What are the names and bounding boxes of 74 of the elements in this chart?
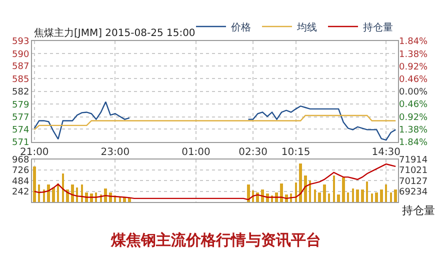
bar	[366, 181, 368, 202]
bar	[352, 188, 354, 202]
bar	[356, 189, 359, 202]
bar	[299, 163, 302, 202]
chart-title: 焦煤主力[JMM] 2015-08-25 15:00	[34, 27, 196, 39]
y2-tick-label: 0.46%	[399, 75, 428, 86]
y2-tick-label: 0.92%	[399, 112, 428, 123]
bar	[318, 192, 321, 202]
x-tick-label: 01:00	[182, 146, 210, 158]
y2-tick-label: 1.38%	[399, 50, 428, 60]
bar	[342, 177, 345, 202]
bar	[104, 188, 107, 202]
bar	[390, 192, 392, 202]
bar	[314, 189, 316, 202]
bar	[385, 184, 387, 202]
y2-axis-title: 持仓量	[402, 204, 435, 217]
bar	[57, 183, 59, 202]
y2-tick-label: 1.84%	[399, 37, 428, 48]
y2-tick-label: 0.46%	[399, 100, 428, 110]
line-series	[34, 114, 396, 130]
x-tick-label: 14:30	[372, 146, 401, 158]
text: 煤焦钢主流价格行情与资讯平台	[110, 231, 321, 249]
bar	[347, 192, 349, 202]
bar	[38, 184, 40, 202]
y2-tick-label: 71914	[399, 156, 428, 166]
y-tick-label: 587	[12, 62, 30, 72]
bar	[371, 193, 373, 202]
y-tick-label: 590	[12, 50, 30, 60]
bar	[47, 184, 50, 202]
legend-label: 均线	[296, 21, 317, 34]
bar	[43, 189, 45, 202]
bar	[52, 187, 55, 202]
y-tick-label: 571	[12, 138, 30, 148]
y-tick-label: 574	[12, 125, 30, 136]
bar	[361, 189, 364, 202]
x-tick-label: 02:30	[238, 146, 268, 158]
y2-tick-label: 1.84%	[399, 138, 428, 148]
y-tick-label: 582	[12, 88, 30, 98]
y2-tick-label: 71021	[399, 166, 428, 176]
bar	[71, 184, 74, 202]
bar	[337, 194, 340, 202]
y-tick-label: 593	[12, 37, 30, 48]
y2-tick-label: 0.00%	[399, 88, 428, 98]
y-tick-label: 726	[12, 166, 30, 176]
y2-tick-label: 0.92%	[399, 62, 428, 72]
bar	[309, 180, 311, 202]
y-tick-label: 585	[12, 74, 30, 85]
y2-tick-label: 1.38%	[399, 125, 428, 136]
bar	[247, 184, 250, 202]
bar	[375, 192, 378, 202]
legend-label: 持仓量	[363, 21, 393, 34]
y-tick-label: 577	[12, 113, 30, 124]
bar	[333, 175, 335, 202]
y2-tick-label: 70127	[399, 176, 428, 187]
bar	[81, 184, 83, 202]
bar	[33, 166, 36, 202]
y-tick-label: 968	[12, 156, 30, 166]
y-tick-label: 484	[12, 176, 30, 187]
legend-label: 价格	[230, 21, 251, 34]
bar	[304, 175, 307, 202]
y-tick-label: 242	[12, 187, 30, 198]
y2-tick-label: 69234	[399, 187, 428, 198]
bar	[76, 187, 78, 202]
y-tick-label: 579	[12, 100, 30, 110]
bar	[62, 173, 64, 202]
bar	[323, 184, 326, 202]
line-series	[34, 163, 396, 200]
x-tick-label: 10:15	[281, 146, 310, 158]
bar	[280, 183, 283, 202]
bar	[380, 189, 383, 202]
x-tick-label: 23:00	[100, 146, 130, 158]
bar	[394, 189, 397, 202]
bar	[328, 193, 330, 202]
bar	[295, 182, 297, 202]
